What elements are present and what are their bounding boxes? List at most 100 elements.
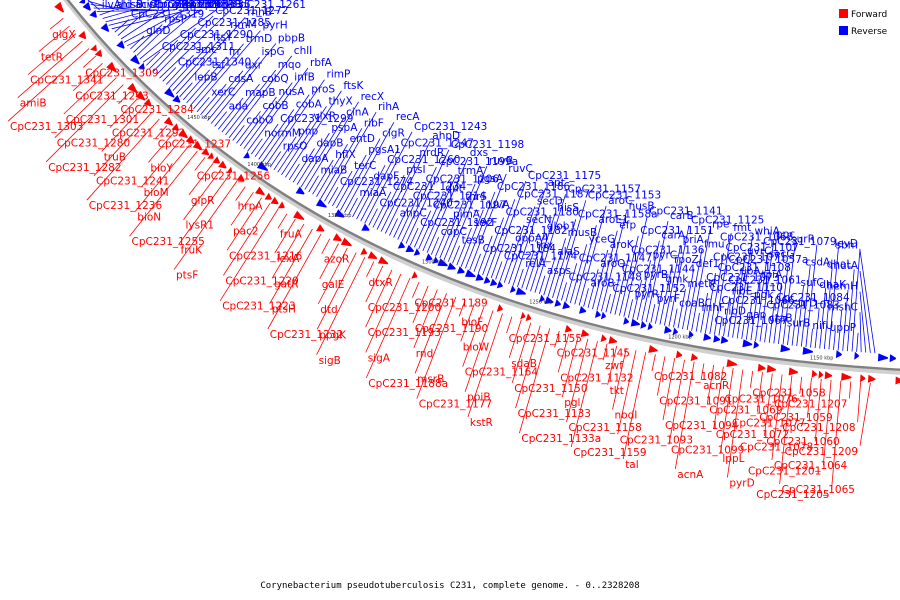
reverse-gene-label: hisC — [140, 0, 162, 11]
reverse-leader-line — [232, 125, 245, 141]
reverse-leader-line — [552, 219, 577, 299]
forward-gene-arrow — [90, 44, 97, 52]
reverse-gene-label: uppP — [830, 322, 856, 334]
forward-gene-arrow — [675, 350, 683, 359]
reverse-gene-label: terC — [354, 160, 376, 172]
forward-leader-line — [561, 336, 579, 398]
reverse-gene-label: CpC231_1192 — [420, 217, 493, 229]
reverse-gene-label: smc — [196, 44, 218, 56]
reverse-leader-line — [308, 175, 319, 193]
reverse-gene-label: ppc — [776, 229, 795, 241]
reverse-gene-label: chlI — [294, 45, 312, 57]
forward-gene-label: ptsF — [176, 270, 198, 282]
reverse-gene-label: CpC231_1311 — [162, 41, 235, 53]
reverse-gene-label: dxs — [470, 147, 488, 159]
backbone-shadow — [63, 0, 900, 375]
reverse-leader-line — [469, 173, 507, 271]
reverse-leader-line — [142, 9, 217, 63]
forward-gene-label: CpC231_1209 — [785, 446, 858, 458]
reverse-leader-line — [723, 296, 731, 337]
reverse-gene-arrow — [515, 287, 526, 295]
reverse-leader-line — [117, 9, 148, 36]
forward-leader-line — [141, 138, 183, 188]
reverse-gene-label: CpC231_1260 — [387, 154, 460, 166]
forward-gene-label: CpC231_1064 — [774, 460, 848, 472]
reverse-gene-label: CpC231_1243 — [414, 121, 487, 133]
reverse-leader-line — [473, 253, 481, 272]
reverse-leader-line — [99, 9, 115, 16]
reverse-gene-label: tpx — [536, 239, 553, 251]
forward-gene-arrow — [135, 90, 146, 101]
reverse-gene-arrow — [100, 22, 110, 32]
reverse-gene-label: CpC231_1261 — [233, 0, 306, 11]
forward-gene-label: CpC231_1189 — [414, 298, 487, 310]
reverse-leader-line — [764, 323, 768, 343]
forward-gene-label: CpC231_1241 — [96, 176, 169, 188]
forward-gene-label: CpC231_1282 — [48, 162, 121, 174]
reverse-gene-label: CpC231_1187 — [517, 188, 590, 200]
reverse-leader-line — [292, 148, 315, 183]
reverse-leader-line — [578, 205, 607, 306]
forward-gene-label: gatR — [274, 278, 299, 290]
forward-leader-line — [38, 25, 70, 52]
reverse-gene-arrow — [579, 306, 587, 314]
forward-leader-line — [413, 289, 438, 349]
reverse-leader-line — [332, 170, 353, 207]
reverse-gene-label: levD — [834, 238, 858, 250]
reverse-leader-line — [610, 274, 621, 314]
reverse-leader-line — [655, 284, 664, 324]
reverse-leader-line — [120, 9, 167, 40]
forward-gene-label: CpC231_1078 — [740, 442, 813, 454]
forward-gene-label: CpC231_1177 — [419, 399, 492, 411]
reverse-leader-line — [414, 210, 432, 248]
forward-gene-label: fruK — [181, 245, 204, 257]
reverse-leader-line — [700, 292, 708, 333]
reverse-gene-label: nusA — [279, 86, 306, 98]
forward-gene-label: bioN — [137, 211, 161, 223]
reverse-gene-label: sbm — [836, 239, 858, 251]
forward-leader-line — [416, 296, 457, 399]
reverse-gene-label: surB — [787, 318, 811, 330]
forward-gene-arrow — [411, 271, 418, 279]
reverse-leader-line — [596, 230, 618, 311]
reverse-leader-line — [512, 187, 546, 286]
reverse-leader-line — [601, 211, 627, 312]
reverse-gene-arrow — [295, 186, 305, 195]
reverse-leader-line — [636, 260, 651, 320]
forward-gene-arrow — [788, 367, 798, 376]
reverse-leader-line — [561, 282, 567, 301]
forward-leader-line — [756, 372, 763, 412]
forward-gene-arrow — [841, 372, 852, 381]
kbp-tick-label: 1200 kbp — [668, 335, 692, 341]
reverse-gene-label: musB — [568, 227, 598, 239]
forward-gene-label: glpR — [191, 195, 215, 207]
reverse-leader-line — [641, 240, 660, 321]
forward-leader-line — [226, 197, 263, 251]
reverse-leader-line — [755, 259, 768, 341]
forward-gene-arrow — [377, 256, 389, 265]
forward-leader-line — [566, 338, 589, 423]
reverse-gene-arrow — [82, 1, 91, 11]
forward-leader-line — [814, 378, 822, 442]
forward-gene-label: bioM — [144, 187, 169, 199]
forward-gene-arrow — [178, 129, 188, 139]
forward-leader-line — [49, 17, 64, 30]
forward-gene-label: ptsH — [272, 304, 296, 316]
reverse-gene-arrow — [554, 299, 561, 307]
reverse-gene-label: rbfA — [310, 57, 333, 69]
reverse-leader-line — [587, 269, 599, 308]
reverse-leader-line — [819, 287, 827, 349]
reverse-leader-line — [380, 157, 418, 232]
reverse-leader-line — [172, 29, 229, 91]
reverse-gene-label: CpC231_1136 — [631, 244, 705, 256]
forward-gene-arrow — [207, 152, 214, 159]
reverse-leader-line — [418, 193, 444, 250]
forward-gene-label: CpC231_1293 — [75, 91, 148, 103]
gene-arrows — [54, 0, 900, 385]
reverse-leader-line — [614, 255, 630, 315]
reverse-gene-arrow — [544, 296, 554, 304]
forward-leader-line — [519, 328, 551, 434]
reverse-gene-label: mqo — [278, 59, 301, 71]
forward-gene-label: CpC231_1190 — [415, 323, 488, 335]
forward-gene-label: CpC231_1309 — [85, 67, 158, 79]
